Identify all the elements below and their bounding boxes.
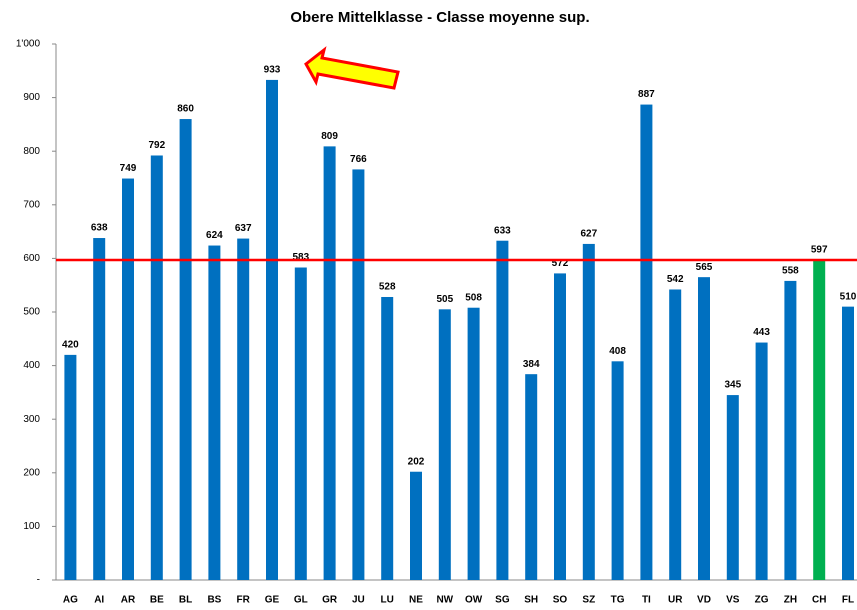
x-tick-label: FR	[237, 595, 251, 606]
x-tick-label: FL	[842, 595, 854, 606]
y-tick-label: 900	[23, 92, 40, 103]
bar	[669, 289, 682, 580]
y-tick-label: 600	[23, 253, 40, 264]
bar	[266, 79, 278, 581]
data-label: 933	[264, 65, 281, 76]
x-tick-label: GL	[294, 595, 308, 606]
bar	[813, 260, 826, 580]
x-tick-label: TG	[611, 595, 625, 606]
bar	[93, 238, 106, 581]
data-label: 860	[177, 104, 194, 115]
bar	[842, 306, 854, 580]
x-tick-label: SG	[495, 595, 510, 606]
x-tick-label: GE	[265, 595, 280, 606]
data-label: 597	[811, 245, 828, 256]
arrow-annotation	[304, 46, 400, 90]
bar	[410, 471, 422, 580]
data-label: 624	[206, 230, 223, 241]
x-tick-label: SZ	[582, 595, 595, 606]
bar	[381, 296, 394, 580]
x-tick-label: ZH	[784, 595, 797, 606]
x-tick-label: NE	[409, 595, 423, 606]
y-tick-label: 500	[23, 307, 40, 318]
y-tick-label: 200	[23, 467, 40, 478]
x-tick-label: SH	[524, 595, 538, 606]
data-label: 572	[552, 258, 569, 269]
x-tick-label: AI	[94, 595, 104, 606]
x-tick-label: BS	[207, 595, 221, 606]
bar	[208, 245, 221, 580]
x-tick-label: LU	[381, 595, 394, 606]
x-tick-label: CH	[812, 595, 826, 606]
y-tick-label: 700	[23, 199, 40, 210]
bar	[467, 307, 480, 580]
x-tick-label: AG	[63, 595, 78, 606]
data-label: 420	[62, 340, 79, 351]
bar	[294, 267, 307, 580]
x-tick-label: UR	[668, 595, 683, 606]
y-tick-label: 800	[23, 146, 40, 157]
data-label: 809	[321, 131, 338, 142]
x-tick-label: OW	[465, 595, 483, 606]
bar	[122, 178, 134, 580]
data-label: 638	[91, 223, 108, 234]
bar	[582, 243, 595, 581]
bar	[179, 119, 192, 580]
data-label: 508	[465, 292, 482, 303]
data-label: 528	[379, 282, 396, 293]
bar	[64, 354, 77, 580]
data-label: 766	[350, 154, 367, 165]
bar	[496, 240, 509, 580]
data-label: 505	[436, 294, 453, 305]
bar	[323, 146, 336, 580]
x-tick-label: AR	[121, 595, 136, 606]
bar	[150, 155, 163, 580]
y-tick-label: -	[37, 575, 40, 586]
data-label: 565	[696, 262, 713, 273]
data-label: 887	[638, 89, 655, 100]
x-tick-label: BE	[150, 595, 164, 606]
x-tick-label: VD	[697, 595, 711, 606]
x-tick-label: NW	[436, 595, 453, 606]
x-tick-label: SO	[553, 595, 568, 606]
x-tick-label: BL	[179, 595, 192, 606]
y-tick-label: 300	[23, 414, 40, 425]
bar	[755, 342, 768, 580]
data-label: 583	[292, 252, 309, 263]
x-tick-label: VS	[726, 595, 740, 606]
bar	[726, 395, 739, 580]
bar	[554, 273, 566, 580]
bar	[784, 280, 797, 580]
x-tick-label: ZG	[755, 595, 769, 606]
bar	[237, 238, 250, 580]
y-tick-label: 100	[23, 521, 40, 532]
bar	[525, 374, 538, 580]
y-tick-label: 1'000	[16, 39, 41, 50]
bar	[611, 361, 624, 580]
data-label: 633	[494, 225, 511, 236]
data-label: 637	[235, 223, 252, 234]
chart-title: Obere Mittelklasse - Classe moyenne sup.	[290, 9, 589, 26]
data-label: 749	[120, 163, 137, 174]
x-tick-label: TI	[642, 595, 651, 606]
data-label: 408	[609, 346, 626, 357]
data-label: 345	[724, 380, 741, 391]
data-label: 792	[148, 140, 165, 151]
data-label: 542	[667, 274, 684, 285]
data-label: 558	[782, 266, 799, 277]
x-tick-label: JU	[352, 595, 365, 606]
data-label: 202	[408, 456, 425, 467]
data-label: 627	[580, 229, 597, 240]
data-label: 510	[840, 291, 857, 302]
bar	[352, 169, 365, 580]
bar	[438, 309, 451, 580]
bar	[698, 277, 710, 580]
data-label: 384	[523, 359, 540, 370]
bar	[640, 104, 653, 581]
y-tick-label: 400	[23, 360, 40, 371]
data-label: 443	[753, 327, 770, 338]
x-tick-label: GR	[322, 595, 338, 606]
